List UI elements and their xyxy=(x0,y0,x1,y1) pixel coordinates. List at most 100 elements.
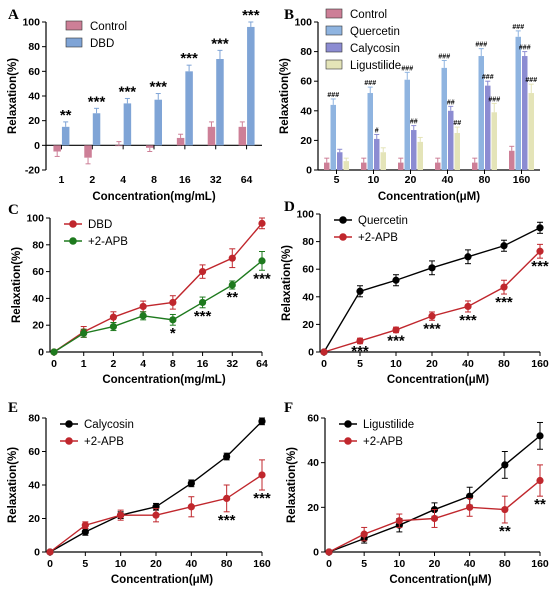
legend-swatch xyxy=(325,42,343,53)
panel-label: F xyxy=(284,400,293,416)
significance-label: *** xyxy=(149,79,167,96)
y-tick-label: 40 xyxy=(302,291,314,303)
x-axis-label: Concentration(mg/mL) xyxy=(102,374,225,386)
y-tick-label: 20 xyxy=(307,502,319,514)
data-point xyxy=(501,461,509,469)
x-tick-label: 1 xyxy=(81,358,87,370)
x-tick-label: 0 xyxy=(47,558,53,570)
significance-label: *** xyxy=(119,83,137,100)
x-tick-label: 40 xyxy=(462,358,474,370)
bar xyxy=(515,36,521,170)
data-point xyxy=(223,452,231,461)
x-tick-label: 0 xyxy=(51,358,57,370)
y-tick-label: 20 xyxy=(28,115,40,127)
data-point xyxy=(428,312,436,320)
legend-marker xyxy=(339,233,347,241)
data-point xyxy=(258,219,266,227)
bar xyxy=(337,152,343,170)
bar xyxy=(528,93,534,170)
bar xyxy=(509,150,515,170)
data-point xyxy=(536,247,544,255)
significance-label: *** xyxy=(351,343,369,360)
bar xyxy=(472,162,478,170)
data-point xyxy=(169,316,177,324)
significance-label: *** xyxy=(459,312,477,329)
panel-label: A xyxy=(8,7,19,23)
significance-label: *** xyxy=(194,308,212,325)
data-point xyxy=(81,521,89,529)
x-tick-label: 8 xyxy=(151,174,157,186)
significance-label: *** xyxy=(211,35,229,52)
x-tick-label: 16 xyxy=(197,358,209,370)
data-point xyxy=(466,503,474,511)
legend-label: DBD xyxy=(90,38,114,50)
y-tick-label: 0 xyxy=(306,165,312,177)
legend-marker xyxy=(65,420,73,428)
significance-label: *** xyxy=(88,93,106,110)
bar xyxy=(448,110,454,170)
data-point xyxy=(392,276,400,284)
y-tick-label: 0 xyxy=(34,140,40,152)
panel-A: A -20 0 20 40 60 80 100 Relaxation(%) 1 2 4 8 16 32 64 C… xyxy=(7,7,262,203)
y-tick-label: 40 xyxy=(300,105,312,117)
y-tick-label: 0 xyxy=(38,347,44,359)
significance-label: ### xyxy=(482,74,494,81)
legend-label: +2-APB xyxy=(88,236,128,248)
x-tick-label: 5 xyxy=(357,358,363,370)
panel-label: C xyxy=(8,202,19,218)
x-axis-label: Concentration(μM) xyxy=(387,374,489,386)
bar xyxy=(330,104,336,170)
legend-label: Calycosin xyxy=(84,419,134,431)
y-tick-label: 0 xyxy=(313,547,319,559)
legend-label: Control xyxy=(350,9,387,21)
data-point xyxy=(109,322,118,331)
y-tick-label: 60 xyxy=(28,446,40,458)
data-point xyxy=(325,548,333,556)
legend-label: Ligustilide xyxy=(350,60,401,72)
y-tick-label: 100 xyxy=(294,17,312,29)
y-tick-label: 0 xyxy=(34,547,40,559)
legend-label: Ligustilide xyxy=(363,419,414,431)
y-tick-label: 40 xyxy=(28,480,40,492)
significance-label: *** xyxy=(387,333,405,350)
legend-label: Quercetin xyxy=(358,215,408,227)
x-tick-label: 32 xyxy=(226,358,238,370)
panel-label: D xyxy=(284,199,295,215)
data-point xyxy=(258,257,266,265)
significance-label: ### xyxy=(519,45,531,52)
data-point xyxy=(464,253,472,261)
y-tick-label: 40 xyxy=(28,91,40,103)
bar xyxy=(367,93,373,170)
data-point xyxy=(428,264,436,272)
x-tick-label: 64 xyxy=(256,358,268,370)
bar xyxy=(84,145,92,158)
x-tick-label: 160 xyxy=(531,558,549,570)
x-tick-label: 10 xyxy=(368,174,380,186)
x-tick-label: 10 xyxy=(115,558,127,570)
x-tick-label: 20 xyxy=(405,174,417,186)
y-tick-label: 80 xyxy=(28,41,40,53)
series-line xyxy=(53,260,263,353)
panel-E: E 0 20 40 60 80 Relaxation(%) 0 5 10 20 40 80 160 Conc… xyxy=(7,400,271,586)
legend-label: +2-APB xyxy=(84,436,124,448)
data-point xyxy=(169,298,177,307)
x-tick-label: 160 xyxy=(531,358,549,370)
y-axis-label: Relaxation(%) xyxy=(11,247,23,323)
significance-label: ### xyxy=(401,65,413,72)
data-point xyxy=(356,337,364,345)
x-tick-label: 5 xyxy=(361,558,367,570)
data-point xyxy=(80,329,88,337)
significance-label: # xyxy=(375,127,379,134)
data-point xyxy=(258,417,266,425)
y-tick-label: 0 xyxy=(308,347,314,359)
x-tick-label: 160 xyxy=(253,558,271,570)
bar xyxy=(404,79,410,170)
x-tick-label: 0 xyxy=(321,358,327,370)
legend-swatch xyxy=(325,59,343,70)
data-point xyxy=(501,505,509,514)
bar xyxy=(417,141,423,170)
legend-marker xyxy=(344,420,352,428)
data-point xyxy=(223,494,231,502)
legend-marker xyxy=(69,237,77,245)
x-tick-label: 160 xyxy=(513,174,531,186)
